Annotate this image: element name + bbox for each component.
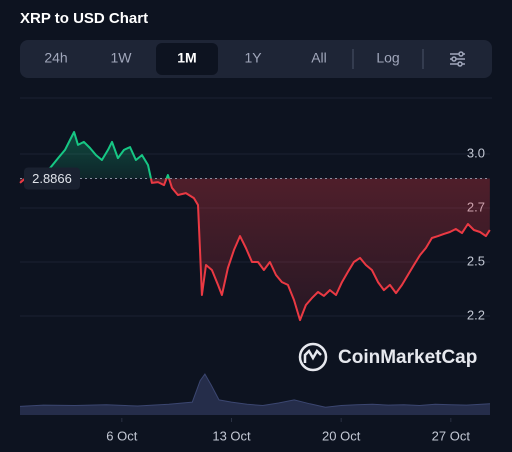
volume-line <box>19 373 491 408</box>
watermark-text: CoinMarketCap <box>338 347 477 368</box>
baseline-label-box <box>24 167 80 190</box>
tab[interactable]: 24h <box>44 50 67 66</box>
price-area <box>20 132 490 321</box>
baseline-label: 2.8866 <box>32 171 72 186</box>
price-line <box>19 131 491 322</box>
settings-icon[interactable] <box>450 51 465 67</box>
y-tick-label: 3.0 <box>467 145 485 160</box>
y-tick-label: 2.5 <box>467 253 485 268</box>
tab-bar <box>20 40 492 78</box>
x-tick-label: 20 Oct <box>322 428 361 443</box>
chart-title: XRP to USD Chart <box>20 10 148 27</box>
tab[interactable]: 1Y <box>244 50 262 66</box>
x-tick-label: 27 Oct <box>432 428 471 443</box>
tab[interactable]: All <box>311 50 327 66</box>
tab[interactable]: Log <box>376 50 399 66</box>
active-tab <box>156 43 218 75</box>
y-tick-label: 2.2 <box>467 307 485 322</box>
watermark: CoinMarketCap <box>298 342 477 372</box>
x-tick-label: 13 Oct <box>212 428 251 443</box>
tab[interactable]: 1W <box>111 50 133 66</box>
tab[interactable]: 1M <box>177 50 196 66</box>
x-tick-label: 6 Oct <box>106 428 137 443</box>
